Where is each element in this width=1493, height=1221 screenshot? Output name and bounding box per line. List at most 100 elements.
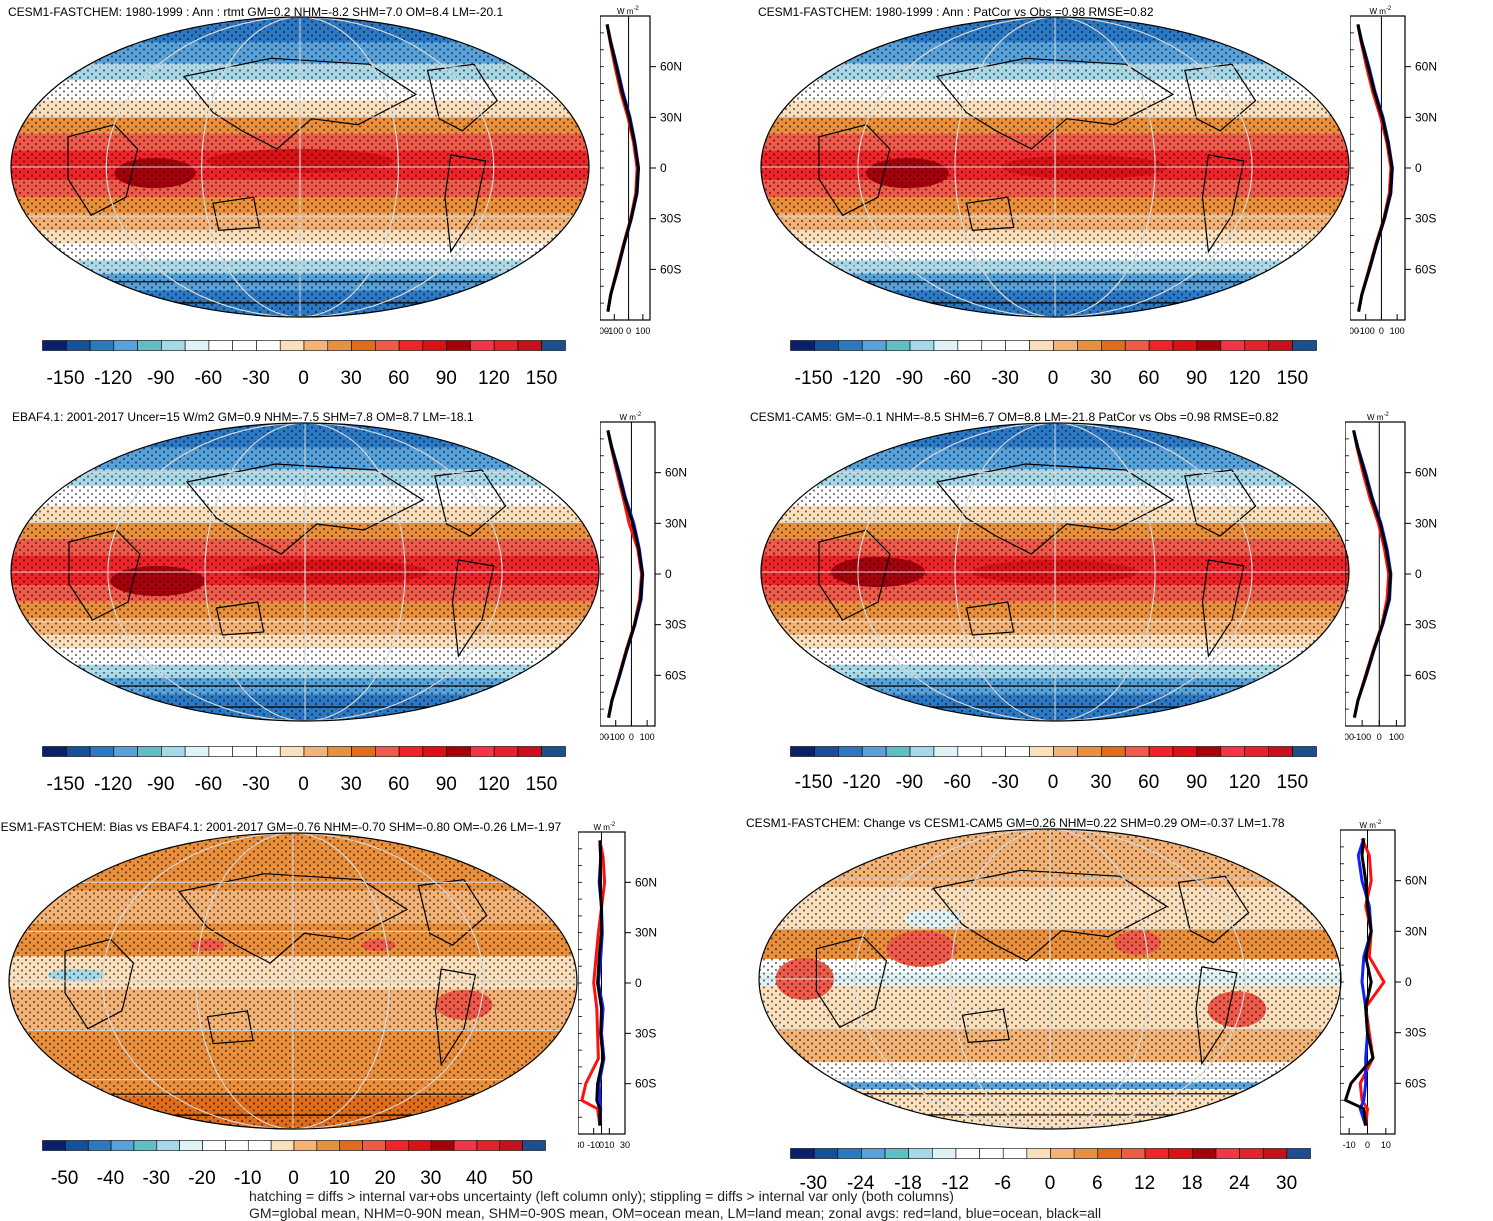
colorbar-swatch [956,1149,980,1159]
zonal-xtick-label: 0 [1377,732,1382,742]
colorbar-swatch [477,1141,500,1151]
zonal-series-all [607,24,638,311]
colorbar-swatch [185,747,209,757]
colorbar-swatch [1006,341,1030,351]
colorbar [790,1148,1312,1160]
zonal-unit-exp: -2 [636,412,642,418]
colorbar-swatch [399,747,423,757]
zonal-xtick-label: 0 [1379,326,1384,336]
colorbar-swatch [791,747,815,757]
colorbar-swatch [1027,1149,1051,1159]
colorbar-swatch [209,341,233,351]
zonal-ytick-label: 60N [1415,60,1437,74]
colorbar-swatch [838,747,862,757]
colorbar-swatch [161,747,185,757]
colorbar-swatch [1197,747,1221,757]
zonal-unit: W m-2 [620,412,642,422]
colorbar-swatch [294,1141,317,1151]
colorbar-swatch [317,1141,340,1151]
colorbar-swatch [134,1141,157,1151]
colorbar-swatch [470,747,494,757]
colorbar-tick-label: -10 [234,1168,261,1190]
colorbar-tick-label: 50 [512,1168,533,1190]
zonal-ytick-label: 30N [1415,516,1437,530]
zonal-ytick-label: 0 [1415,161,1422,175]
zonal-xtick-label: -100 [605,326,623,336]
colorbar-swatch [138,747,162,757]
colorbar-swatch [1245,747,1269,757]
colorbar-tick-label: 0 [288,1168,299,1190]
colorbar-swatch [1287,1149,1311,1159]
colorbar-swatch [518,341,542,351]
map-panel [10,16,590,318]
colorbar-tick-label: -30 [242,774,269,796]
zonal-ytick-label: 30N [1405,924,1427,938]
colorbar-tick-label: 30 [1090,772,1111,794]
colorbar-swatch [1125,341,1149,351]
colorbar-tick-label: 0 [1048,368,1059,390]
colorbar-swatch [114,341,138,351]
colorbar-swatch [1245,341,1269,351]
zonal-xtick-label: 100 [635,326,650,336]
zonal-xtick-label: -10 [1343,1140,1356,1150]
colorbar-swatch [814,747,838,757]
colorbar-tick-label: 0 [1045,1173,1056,1195]
zonal-ytick-label: 0 [665,567,672,581]
colorbar-swatch [447,341,471,351]
zonal-xtick-label: 0 [629,732,634,742]
colorbar-swatch [138,341,162,351]
colorbar-swatch [814,341,838,351]
colorbar-swatch [470,341,494,351]
colorbar-tick-label: -150 [47,774,85,796]
colorbar-tick-label: -30 [991,368,1018,390]
colorbar-swatch [157,1141,180,1151]
colorbar-swatch [375,341,399,351]
colorbar-swatch [1269,747,1293,757]
colorbar-swatch [910,747,934,757]
colorbar-swatch [1098,1149,1122,1159]
colorbar-swatch [233,747,257,757]
colorbar-swatch [1054,341,1078,351]
colorbar-tick-label: -150 [795,772,833,794]
colorbar-swatch [814,1149,838,1159]
colorbar-tick-label: -150 [795,368,833,390]
colorbar-swatch [932,1149,956,1159]
colorbar-swatch [280,747,304,757]
zonal-ytick-label: 30S [1405,1026,1426,1040]
zonal-series-all [1354,430,1391,717]
zonal-xtick-label: 10 [604,1140,614,1150]
colorbar-tick-label: -120 [843,772,881,794]
zonal-xtick-label: 0 [626,326,631,336]
zonal-xtick-label: 30 [620,1140,630,1150]
colorbar-swatch [791,1149,815,1159]
colorbar-tick-label: -40 [97,1168,124,1190]
colorbar-swatch [1221,341,1245,351]
zonal-ytick-label: 60N [635,875,657,889]
map-panel [10,422,600,722]
colorbar-swatch [423,341,447,351]
colorbar-tick-label: 90 [436,368,457,390]
zonal-unit: W m-2 [617,6,639,16]
colorbar-tick-label: 90 [1186,772,1207,794]
zonal-series-all [1358,24,1392,311]
colorbar-tick-label: -90 [147,774,174,796]
colorbar-swatch [271,1141,294,1151]
colorbar-swatch [328,747,352,757]
colorbar-swatch [363,1141,386,1151]
colorbar-tick-label: 0 [1048,772,1059,794]
colorbar-swatch [1125,747,1149,757]
colorbar-swatch [1074,1149,1098,1159]
colorbar-swatch [1121,1149,1145,1159]
zonal-ytick-label: 30S [1415,212,1436,226]
zonal-ytick-label: 60S [1405,1076,1426,1090]
zonal-ytick-label: 60N [1415,466,1437,480]
colorbar-swatch [982,747,1006,757]
colorbar-swatch [542,341,566,351]
colorbar-tick-label: 120 [1229,368,1261,390]
zonal-ytick-label: 30N [665,516,687,530]
